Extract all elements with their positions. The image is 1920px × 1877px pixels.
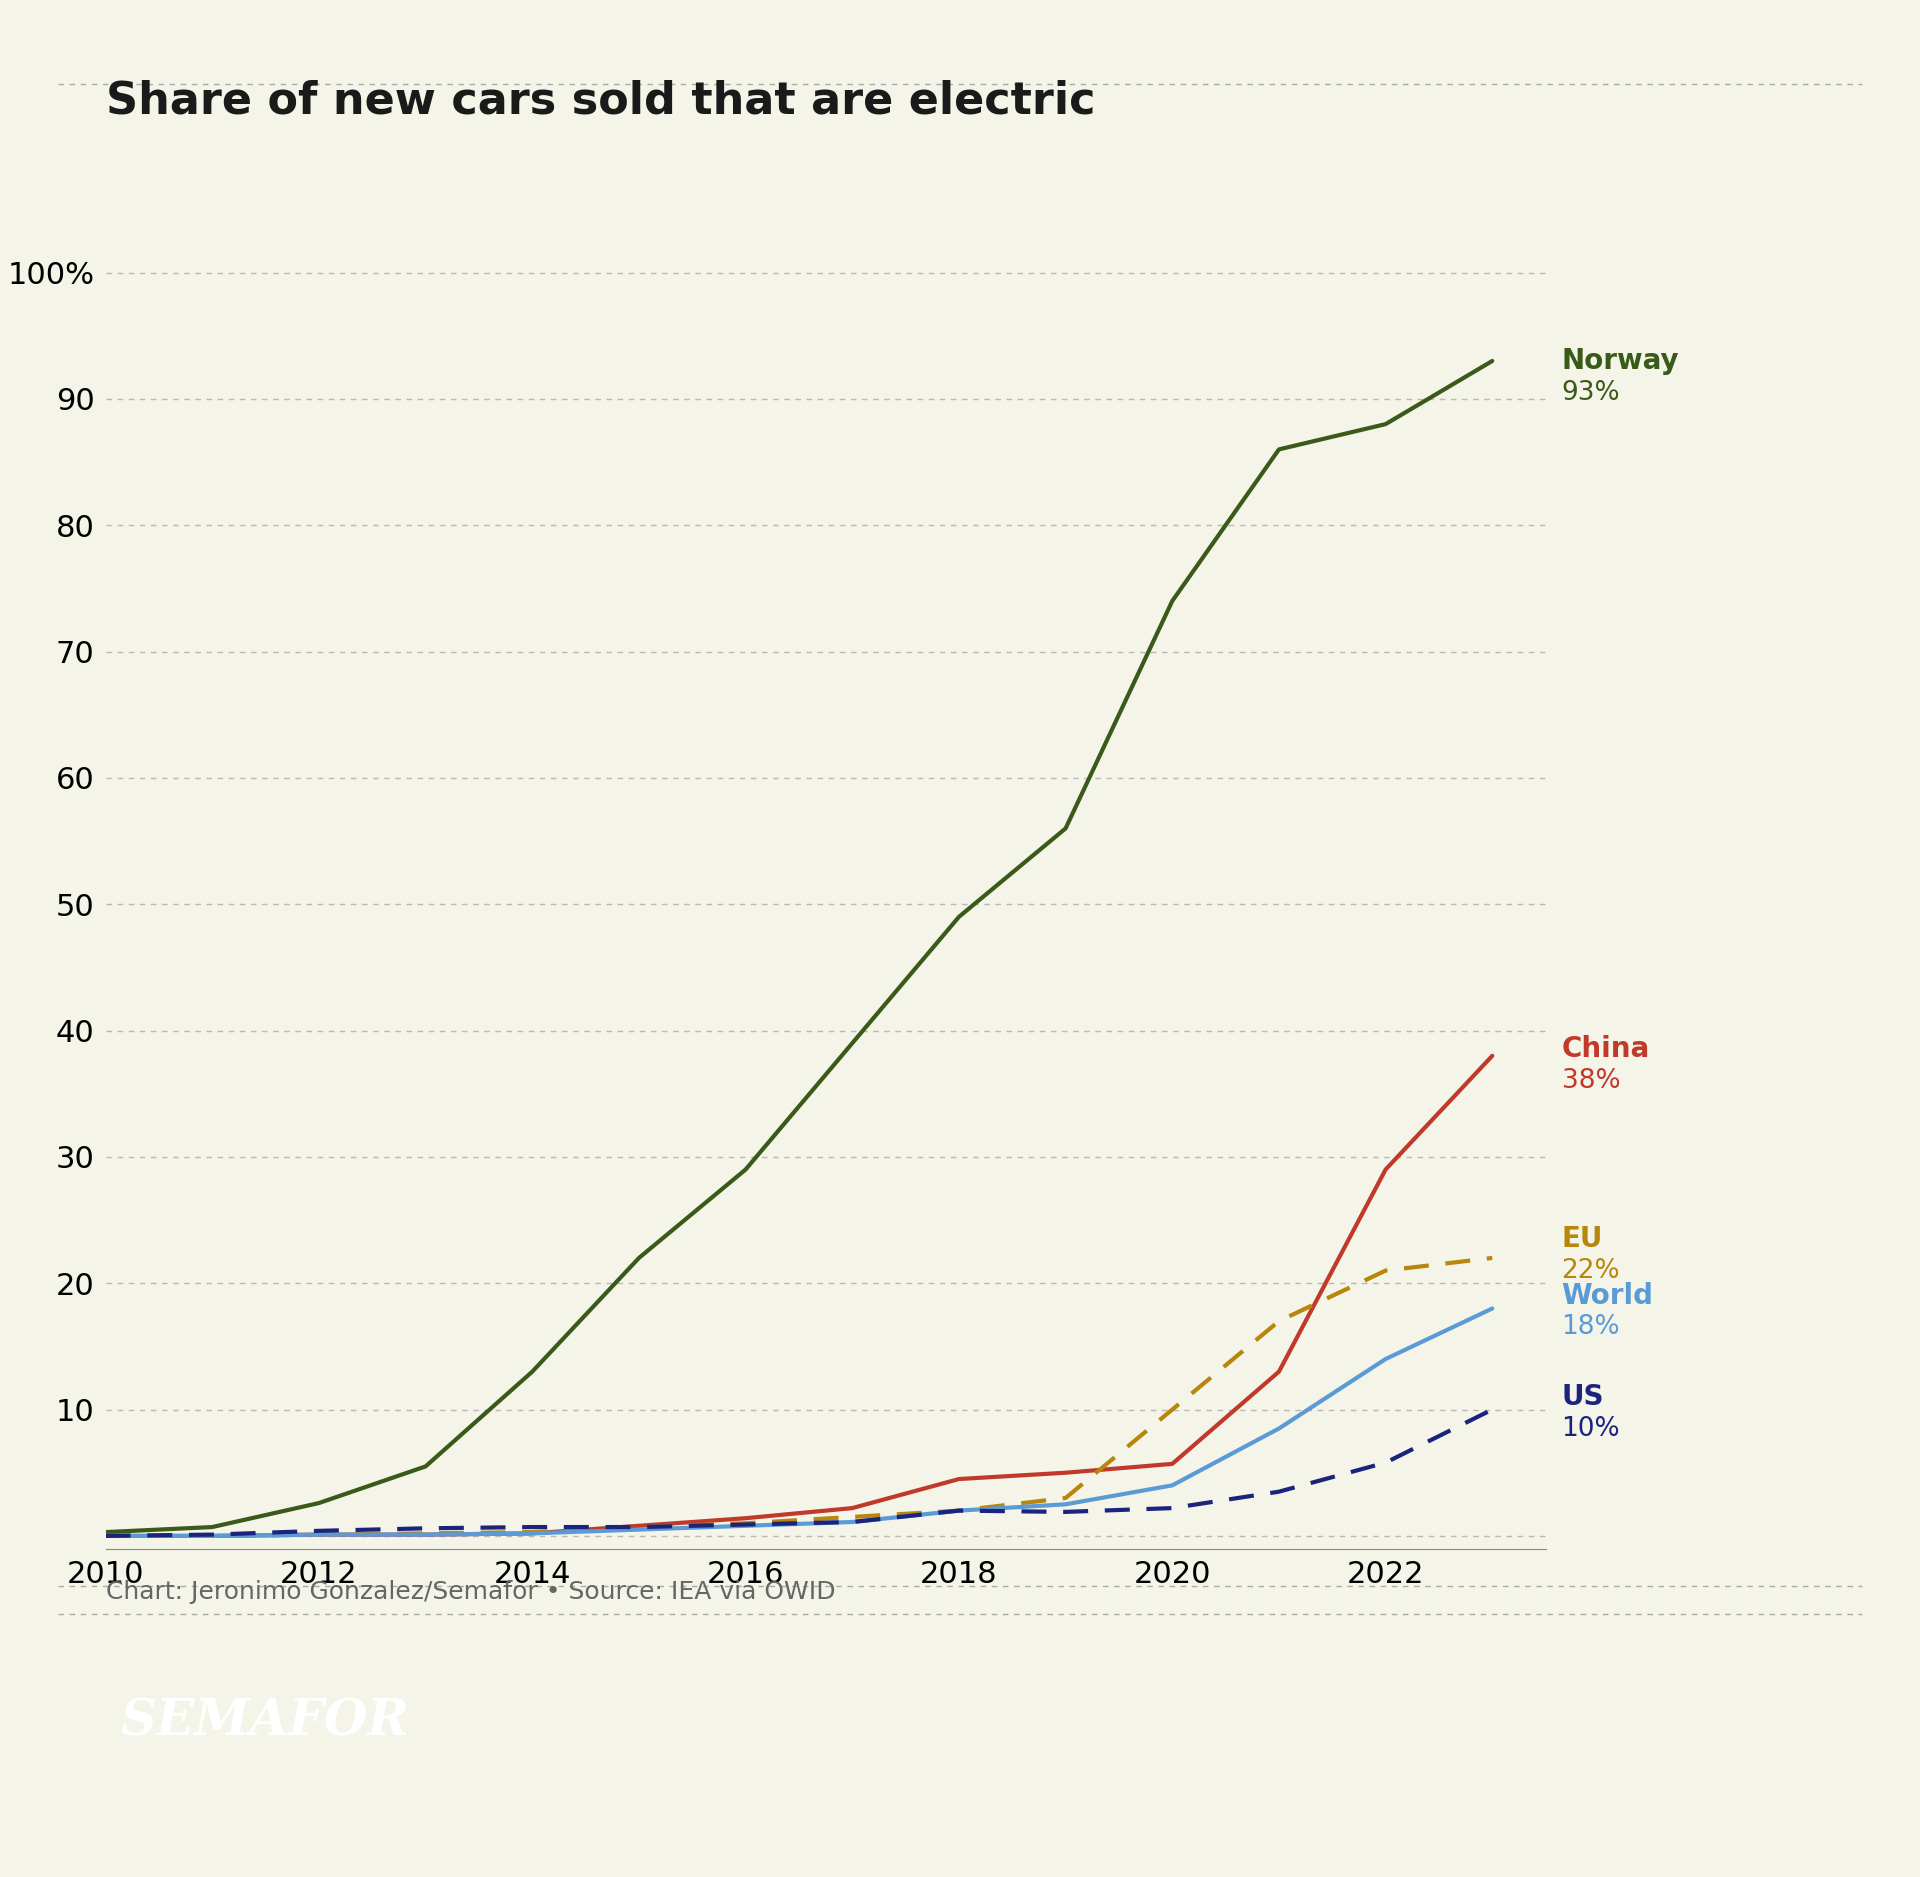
Text: China: China <box>1561 1036 1649 1064</box>
Text: 93%: 93% <box>1561 379 1620 405</box>
Text: EU: EU <box>1561 1226 1603 1254</box>
Text: 22%: 22% <box>1561 1258 1620 1284</box>
Text: 10%: 10% <box>1561 1415 1620 1442</box>
Text: SEMAFOR: SEMAFOR <box>121 1697 409 1747</box>
Text: Norway: Norway <box>1561 347 1680 375</box>
Text: 18%: 18% <box>1561 1314 1620 1340</box>
Text: US: US <box>1561 1383 1603 1412</box>
Text: Share of new cars sold that are electric: Share of new cars sold that are electric <box>106 79 1094 122</box>
Text: 38%: 38% <box>1561 1068 1620 1094</box>
Text: World: World <box>1561 1282 1653 1310</box>
Text: Chart: Jeronimo Gonzalez/Semafor • Source: IEA via OWID: Chart: Jeronimo Gonzalez/Semafor • Sourc… <box>106 1580 835 1605</box>
